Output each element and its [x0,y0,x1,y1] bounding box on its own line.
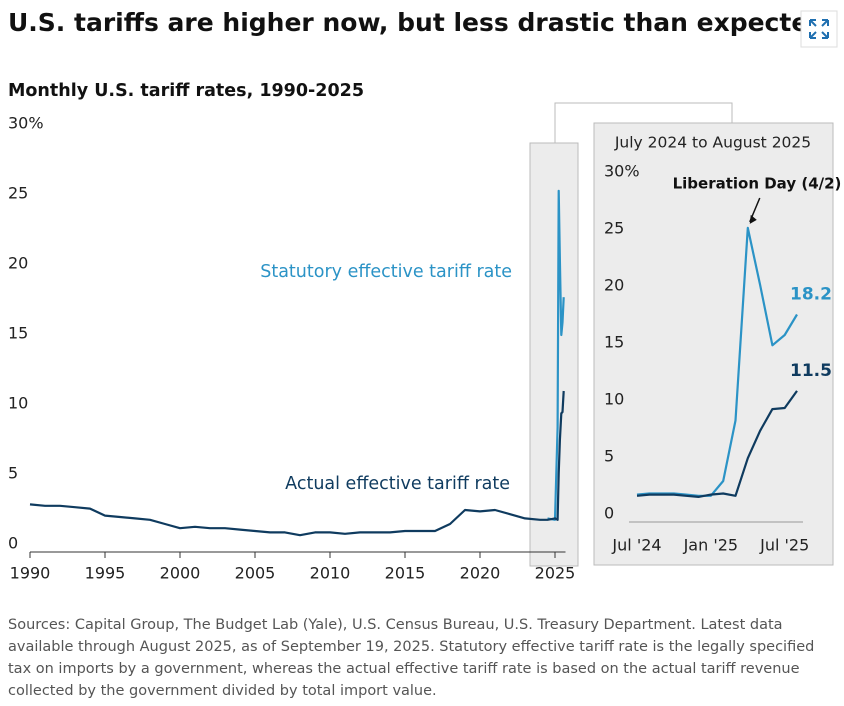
y-tick-label: 0 [604,504,614,523]
series-label: Statutory effective tariff rate [260,262,512,282]
y-tick-label: 15 [604,333,624,352]
page-title: U.S. tariffs are higher now, but less dr… [8,8,826,37]
expand-button[interactable] [800,10,838,48]
end-label: 11.5 [790,361,832,381]
y-tick-label: 10 [604,390,624,409]
x-tick-label: Jan '25 [683,536,739,555]
highlight-box [529,142,579,567]
x-tick-label: Jul '25 [759,536,809,555]
x-tick-label: 2000 [160,564,201,583]
end-label: 18.2 [790,285,832,305]
y-tick-label: 15 [8,324,28,343]
x-tick-label: 2025 [535,564,576,583]
y-tick-label: 30% [8,114,44,133]
annotation: Liberation Day (4/2) [673,175,842,193]
x-tick-label: 2005 [235,564,276,583]
x-tick-label: 1990 [10,564,51,583]
inset-title: July 2024 to August 2025 [614,134,811,152]
y-tick-label: 10 [8,394,28,413]
y-tick-label: 25 [8,184,28,203]
x-tick-label: Jul '24 [611,536,661,555]
annotation-arrowhead [749,214,757,224]
series-label: Actual effective tariff rate [285,474,510,494]
y-tick-label: 30% [604,162,640,181]
connector [554,102,733,143]
expand-icon[interactable] [809,19,829,39]
y-tick-label: 25 [604,219,624,238]
source-note: Sources: Capital Group, The Budget Lab (… [8,617,815,699]
x-tick-label: 1995 [85,564,126,583]
y-tick-label: 20 [604,276,624,295]
series-line [29,390,565,537]
x-tick-label: 2020 [460,564,501,583]
expand-frame[interactable] [800,10,838,48]
chart: U.S. tariffs are higher now, but less dr… [8,8,842,583]
chart-subtitle: Monthly U.S. tariff rates, 1990-2025 [8,81,364,101]
x-tick-label: 2015 [385,564,426,583]
y-tick-label: 5 [8,464,18,483]
y-tick-label: 5 [604,447,614,466]
x-tick-label: 2010 [310,564,351,583]
series-line [547,189,565,521]
y-tick-label: 0 [8,534,18,553]
series-line [636,390,798,498]
y-tick-label: 20 [8,254,28,273]
